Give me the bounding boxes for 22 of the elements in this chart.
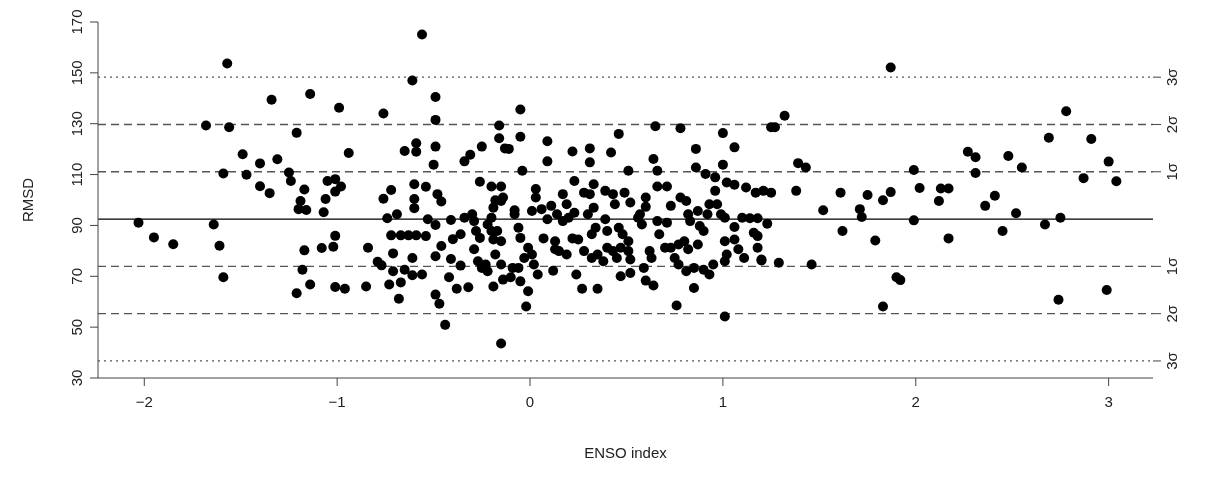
y-tick-label: 130: [68, 111, 85, 137]
y-tick-label: 170: [68, 9, 85, 35]
x-tick-label: 2: [911, 392, 920, 410]
ref-line-label: 1σ: [1163, 256, 1180, 276]
x-tick-label: 1: [718, 392, 728, 410]
ref-line-label: 3σ: [1163, 351, 1180, 370]
y-tick-label: 50: [68, 318, 85, 336]
y-tick-label: 90: [68, 217, 85, 234]
ref-line-label: 3σ: [1163, 67, 1180, 86]
y-tick-label: 30: [68, 369, 85, 387]
x-tick-label: −2: [135, 392, 153, 410]
ref-line-label: 2σ: [1163, 304, 1180, 323]
x-tick-label: −1: [328, 392, 346, 410]
y-tick-label: 110: [68, 162, 85, 187]
ref-line-label: 2σ: [1163, 114, 1180, 134]
y-tick-label: 150: [68, 60, 85, 86]
x-axis-title: ENSO index: [584, 444, 668, 461]
x-tick-label: 0: [525, 392, 535, 410]
ref-line-label: 1σ: [1163, 162, 1180, 181]
y-tick-label: 70: [68, 267, 85, 285]
y-axis-title: RMSD: [19, 177, 37, 223]
x-tick-label: 3: [1104, 392, 1113, 410]
